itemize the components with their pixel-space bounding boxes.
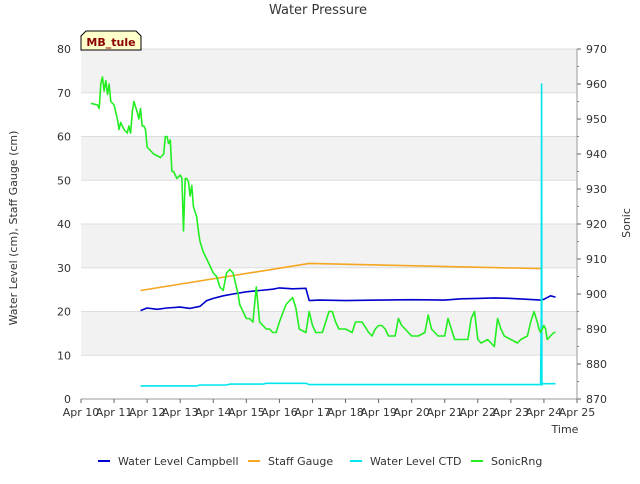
y-tick-label: 70 <box>57 87 71 100</box>
x-tick-label: Apr 20 <box>393 406 430 419</box>
y2-tick-label: 930 <box>586 183 607 196</box>
x-tick-label: Apr 13 <box>162 406 199 419</box>
y2-tick-label: 950 <box>586 113 607 126</box>
x-tick-label: Apr 11 <box>96 406 133 419</box>
y-tick-label: 10 <box>57 349 71 362</box>
y-tick-label: 0 <box>64 393 71 406</box>
x-tick-label: Apr 21 <box>426 406 463 419</box>
series-line-water-level-campbell <box>140 287 556 312</box>
y-tick-label: 50 <box>57 174 71 187</box>
series-lines <box>90 76 556 387</box>
legend-item-sonicrng: SonicRng <box>471 455 542 468</box>
y2-tick-label: 910 <box>586 253 607 266</box>
background-bands <box>81 49 577 356</box>
y2-tick-label: 880 <box>586 358 607 371</box>
legend-item-staff-gauge: Staff Gauge <box>248 455 333 468</box>
y-axis-title: Water Level (cm), Staff Gauge (cm) <box>7 131 20 326</box>
x-tick-label: Apr 18 <box>327 406 364 419</box>
y-tick-label: 40 <box>57 218 71 231</box>
station-badge: MB_tule <box>80 30 142 51</box>
x-tick-label: Apr 16 <box>261 406 298 419</box>
series-line-staff-gauge <box>140 262 541 292</box>
x-tick-label: Apr 25 <box>559 406 596 419</box>
series-line-water-level-ctd <box>140 83 556 387</box>
axes: 0 10 20 30 40 50 60 70 80 870 880 890 900 910 920 930 94… <box>57 43 607 419</box>
legend-label: Water Level Campbell <box>118 455 239 468</box>
y2-tick-label: 970 <box>586 43 607 56</box>
x-axis-title: Time <box>551 423 579 436</box>
y-tick-label: 60 <box>57 131 71 144</box>
y2-tick-label: 940 <box>586 148 607 161</box>
chart-title: Water Pressure <box>269 3 367 18</box>
background-band <box>81 224 577 268</box>
legend-label: Water Level CTD <box>370 455 461 468</box>
x-tick-label: Apr 12 <box>129 406 166 419</box>
y2-axis-title: Sonic <box>620 208 633 238</box>
legend: Water Level Campbell Staff Gauge Water Lev… <box>98 455 542 468</box>
y2-tick-label: 920 <box>586 218 607 231</box>
y2-tick-label: 960 <box>586 78 607 91</box>
background-band <box>81 136 577 181</box>
legend-item-water-level-ctd: Water Level CTD <box>350 455 461 468</box>
x-tick-label: Apr 15 <box>228 406 265 419</box>
series-line-sonicrng <box>90 76 556 348</box>
background-band <box>81 49 577 93</box>
y-tick-label: 30 <box>57 262 71 275</box>
x-tick-label: Apr 14 <box>195 406 232 419</box>
legend-label: SonicRng <box>491 455 542 468</box>
x-tick-label: Apr 10 <box>63 406 100 419</box>
y2-tick-label: 870 <box>586 393 607 406</box>
x-tick-label: Apr 23 <box>493 406 530 419</box>
y2-tick-label: 890 <box>586 323 607 336</box>
x-tick-label: Apr 22 <box>460 406 497 419</box>
x-tick-label: Apr 24 <box>526 406 563 419</box>
station-badge-label: MB_tule <box>86 36 135 49</box>
y-tick-label: 80 <box>57 43 71 56</box>
legend-item-water-level-campbell: Water Level Campbell <box>98 455 239 468</box>
x-tick-label: Apr 17 <box>294 406 331 419</box>
y2-tick-label: 900 <box>586 288 607 301</box>
legend-label: Staff Gauge <box>268 455 333 468</box>
background-band <box>81 311 577 356</box>
x-tick-label: Apr 19 <box>360 406 397 419</box>
y-tick-label: 20 <box>57 306 71 319</box>
